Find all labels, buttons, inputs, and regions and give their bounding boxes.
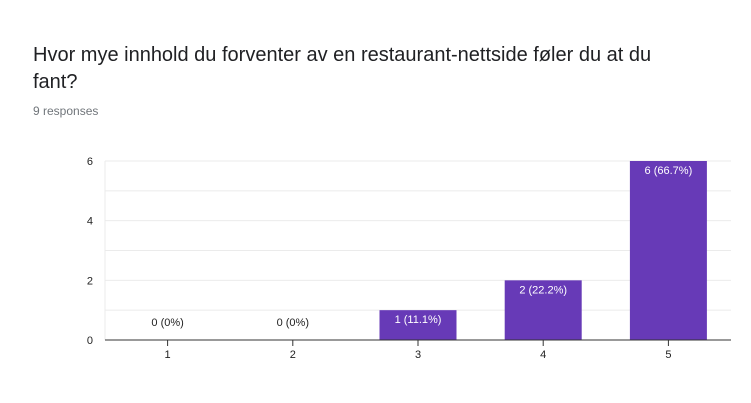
bar: [379, 310, 457, 340]
response-count: 9 responses: [33, 104, 99, 118]
bar-data-label: 0 (0%): [277, 317, 309, 329]
bar: [629, 161, 707, 340]
x-tick-label: 5: [665, 349, 671, 361]
x-tick-label: 1: [165, 349, 171, 361]
x-tick-label: 3: [415, 349, 421, 361]
question-title: Hvor mye innhold du forventer av en rest…: [33, 44, 652, 93]
y-tick-label: 0: [87, 335, 93, 347]
x-tick-label: 2: [290, 349, 296, 361]
x-tick-label: 4: [540, 349, 546, 361]
y-tick-label: 2: [87, 275, 93, 287]
y-tick-label: 6: [87, 156, 93, 168]
bar-data-label: 1 (11.1%): [395, 314, 442, 326]
bar-data-label: 6 (66.7%): [645, 165, 693, 177]
bar-data-label: 2 (22.2%): [519, 284, 567, 296]
y-tick-label: 4: [87, 216, 93, 228]
bar-data-label: 0 (0%): [151, 317, 183, 329]
bar: [504, 280, 582, 340]
